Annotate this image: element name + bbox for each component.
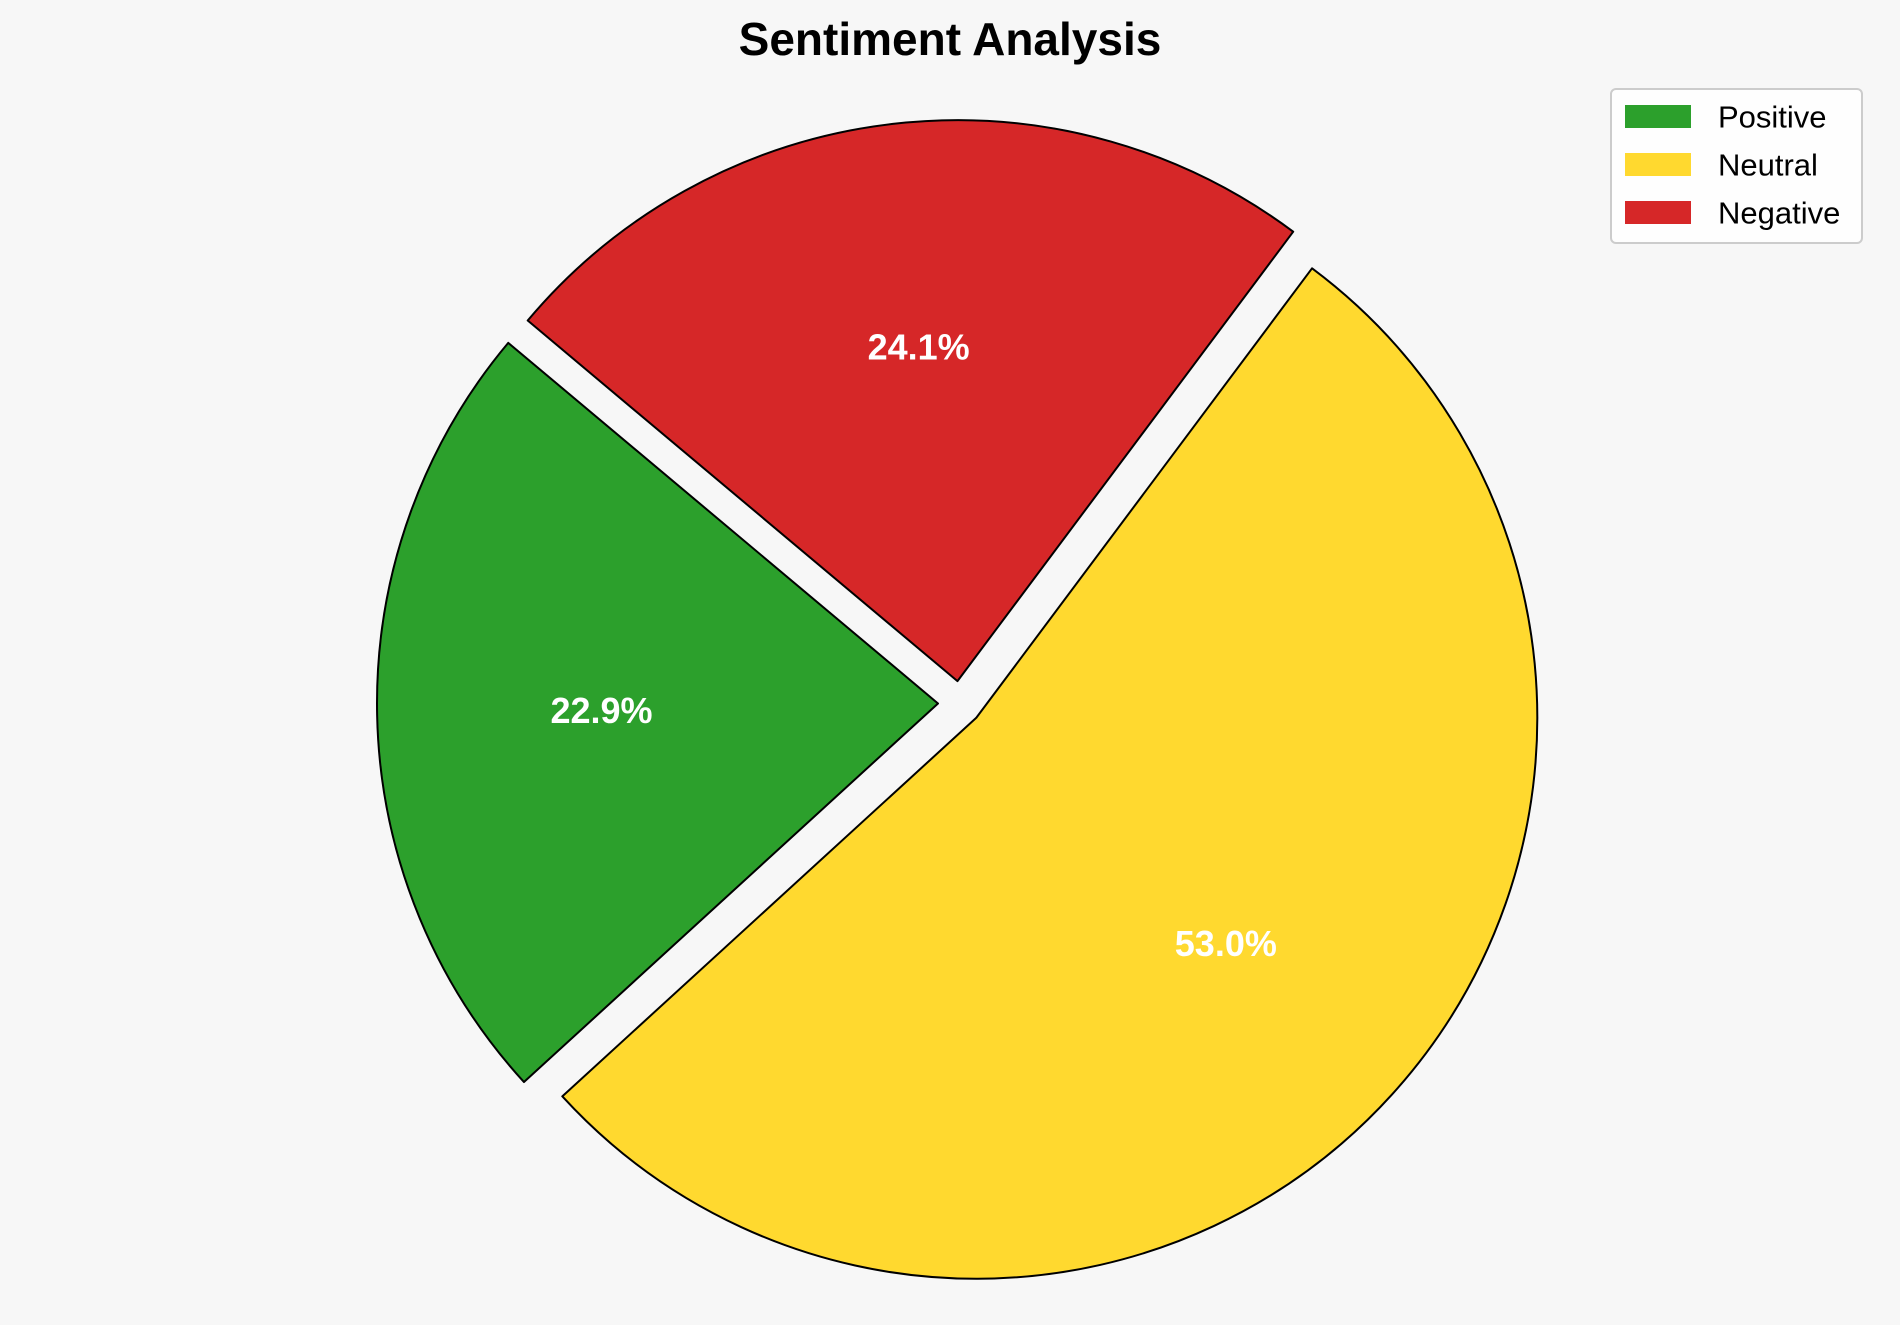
pie-slices <box>376 119 1539 1280</box>
pie-slice-negative <box>526 119 1295 683</box>
legend: Positive Neutral Negative <box>1610 88 1863 244</box>
slice-label-neutral: 53.0% <box>1175 923 1277 964</box>
legend-swatch-positive <box>1625 105 1691 128</box>
legend-label-neutral: Neutral <box>1718 148 1818 183</box>
slice-label-positive: 22.9% <box>550 690 652 731</box>
legend-label-positive: Positive <box>1718 100 1827 135</box>
legend-swatch-negative <box>1625 201 1691 224</box>
chart-title: Sentiment Analysis <box>739 13 1162 65</box>
legend-entries: Positive Neutral Negative <box>1625 100 1840 231</box>
pie-labels: 22.9% 53.0% 24.1% <box>550 326 1276 964</box>
pie-slice-positive <box>376 341 940 1084</box>
legend-swatch-neutral <box>1625 153 1691 176</box>
pie-slice-neutral <box>561 267 1539 1280</box>
legend-label-negative: Negative <box>1718 196 1840 231</box>
slice-label-negative: 24.1% <box>868 326 970 367</box>
